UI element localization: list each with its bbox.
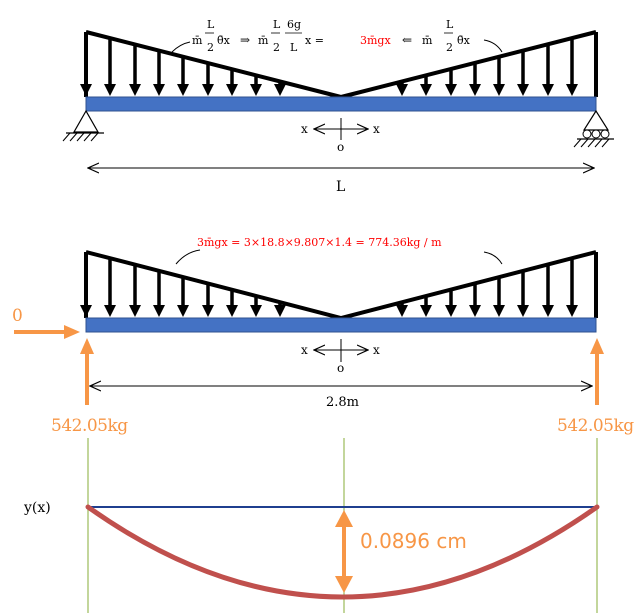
load-1-arrow-head-icon <box>566 84 578 96</box>
origin-label-1: o <box>337 140 344 154</box>
formula-right-frac-num: L <box>446 18 454 31</box>
formula-mid-tail: x = <box>305 34 324 47</box>
axis-label-left-1: x <box>301 122 308 136</box>
reaction-arrow-right-icon <box>590 338 604 405</box>
reaction-left-label: 542.05kg <box>51 416 128 436</box>
formula-mid-result: 3m̄gx <box>360 34 391 47</box>
formula-leader-left-2 <box>176 250 200 264</box>
formula-right-frac-den: 2 <box>446 41 453 54</box>
formula-right-m: m̄ <box>422 34 433 47</box>
load-2-arrow-head-icon <box>250 305 262 317</box>
diagram-1-loaded-beam: x x o L m̄ L 2 θ̄x ⇒ m̄ L 2 6g L <box>63 18 614 195</box>
load-2-arrow-head-icon <box>445 305 457 317</box>
formula-mid-frac2-num: 6g <box>287 18 301 31</box>
load-1-arrow-head-icon <box>517 84 529 96</box>
max-deflection-arrow-icon <box>335 510 353 593</box>
diagram-2-free-body: 3m̄gx = 3×18.8×9.807×1.4 = 774.36kg / m … <box>12 236 634 436</box>
load-2-arrow-head-icon <box>396 305 408 317</box>
load-arrows-1 <box>80 32 578 96</box>
beam-2 <box>86 318 596 332</box>
load-1-arrow-head-icon <box>226 84 238 96</box>
load-2-arrow-head-icon <box>420 305 432 317</box>
span-dimension-2: 2.8m <box>90 386 592 410</box>
load-2-arrow-head-icon <box>493 305 505 317</box>
formula-mid-m: m̄ <box>258 34 269 47</box>
pin-support-icon <box>63 111 104 141</box>
load-1-arrow-head-icon <box>274 84 286 96</box>
axis-label-right-1: x <box>373 122 380 136</box>
axial-force-label: 0 <box>12 306 23 326</box>
load-1-arrow-head-icon <box>104 84 116 96</box>
load-2-arrow-head-icon <box>469 305 481 317</box>
formula-left-frac-num: L <box>207 18 215 31</box>
load-1-arrow-head-icon <box>250 84 262 96</box>
origin-label-2: o <box>337 361 344 375</box>
formula-leader-right-1 <box>484 40 502 52</box>
function-label: y(x) <box>23 500 51 516</box>
load-1-arrow-head-icon <box>153 84 165 96</box>
load-2-arrow-head-icon <box>566 305 578 317</box>
load-1-arrow-head-icon <box>420 84 432 96</box>
formula-left-tail: θ̄x <box>217 34 231 47</box>
origin-axes-1: x x o <box>301 118 380 154</box>
origin-axes-2: x x o <box>301 339 380 375</box>
roller-support-icon <box>574 111 614 147</box>
formula-left-frac-den: 2 <box>207 41 214 54</box>
axial-force-arrow-icon <box>14 325 80 339</box>
max-deflection-label: 0.0896 cm <box>360 529 467 553</box>
reaction-right-label: 542.05kg <box>557 416 634 436</box>
load-2-arrow-head-icon <box>177 305 189 317</box>
load-2-arrow-head-icon <box>104 305 116 317</box>
load-2-arrow-head-icon <box>153 305 165 317</box>
load-arrows-2 <box>80 252 578 317</box>
load-1-arrow-head-icon <box>129 84 141 96</box>
load-2-arrow-head-icon <box>226 305 238 317</box>
load-1-arrow-head-icon <box>202 84 214 96</box>
formula-right-tail: θ̄x <box>457 34 471 47</box>
load-1-arrow-head-icon <box>177 84 189 96</box>
load-1-arrow-head-icon <box>445 84 457 96</box>
axis-label-right-2: x <box>373 343 380 357</box>
reaction-arrow-left-icon <box>80 338 94 405</box>
load-2-arrow-head-icon <box>129 305 141 317</box>
beam-1 <box>86 97 596 111</box>
formula-leader-right-2 <box>484 252 502 264</box>
axis-label-left-2: x <box>301 343 308 357</box>
formula-mid-frac1-num: L <box>273 18 281 31</box>
formula-mid-frac1-den: 2 <box>273 41 280 54</box>
span-dimension-1: L <box>88 168 594 195</box>
load-2-arrow-head-icon <box>542 305 554 317</box>
load-2-arrow-head-icon <box>80 305 92 317</box>
load-1-arrow-head-icon <box>396 84 408 96</box>
implies-symbol: ⇒ <box>240 33 250 47</box>
span-label-2: 2.8m <box>326 395 359 410</box>
implied-by-symbol: ⇐ <box>402 33 412 47</box>
load-1-arrow-head-icon <box>469 84 481 96</box>
span-label-1: L <box>336 179 345 195</box>
load-2-arrow-head-icon <box>202 305 214 317</box>
diagram-3-deflection: y(x) 0.0896 cm <box>23 438 597 613</box>
formula-left-m: m̄ <box>192 34 203 47</box>
load-1-arrow-head-icon <box>80 84 92 96</box>
formula-leader-left-1 <box>172 42 190 52</box>
load-formula-2: 3m̄gx = 3×18.8×9.807×1.4 = 774.36kg / m <box>197 236 442 249</box>
load-formula-1: m̄ L 2 θ̄x ⇒ m̄ L 2 6g L x = 3m̄gx ⇐ m̄ … <box>192 18 471 54</box>
load-2-arrow-head-icon <box>274 305 286 317</box>
load-1-arrow-head-icon <box>542 84 554 96</box>
load-2-arrow-head-icon <box>517 305 529 317</box>
load-1-arrow-head-icon <box>493 84 505 96</box>
formula-mid-frac2-den: L <box>290 41 298 54</box>
